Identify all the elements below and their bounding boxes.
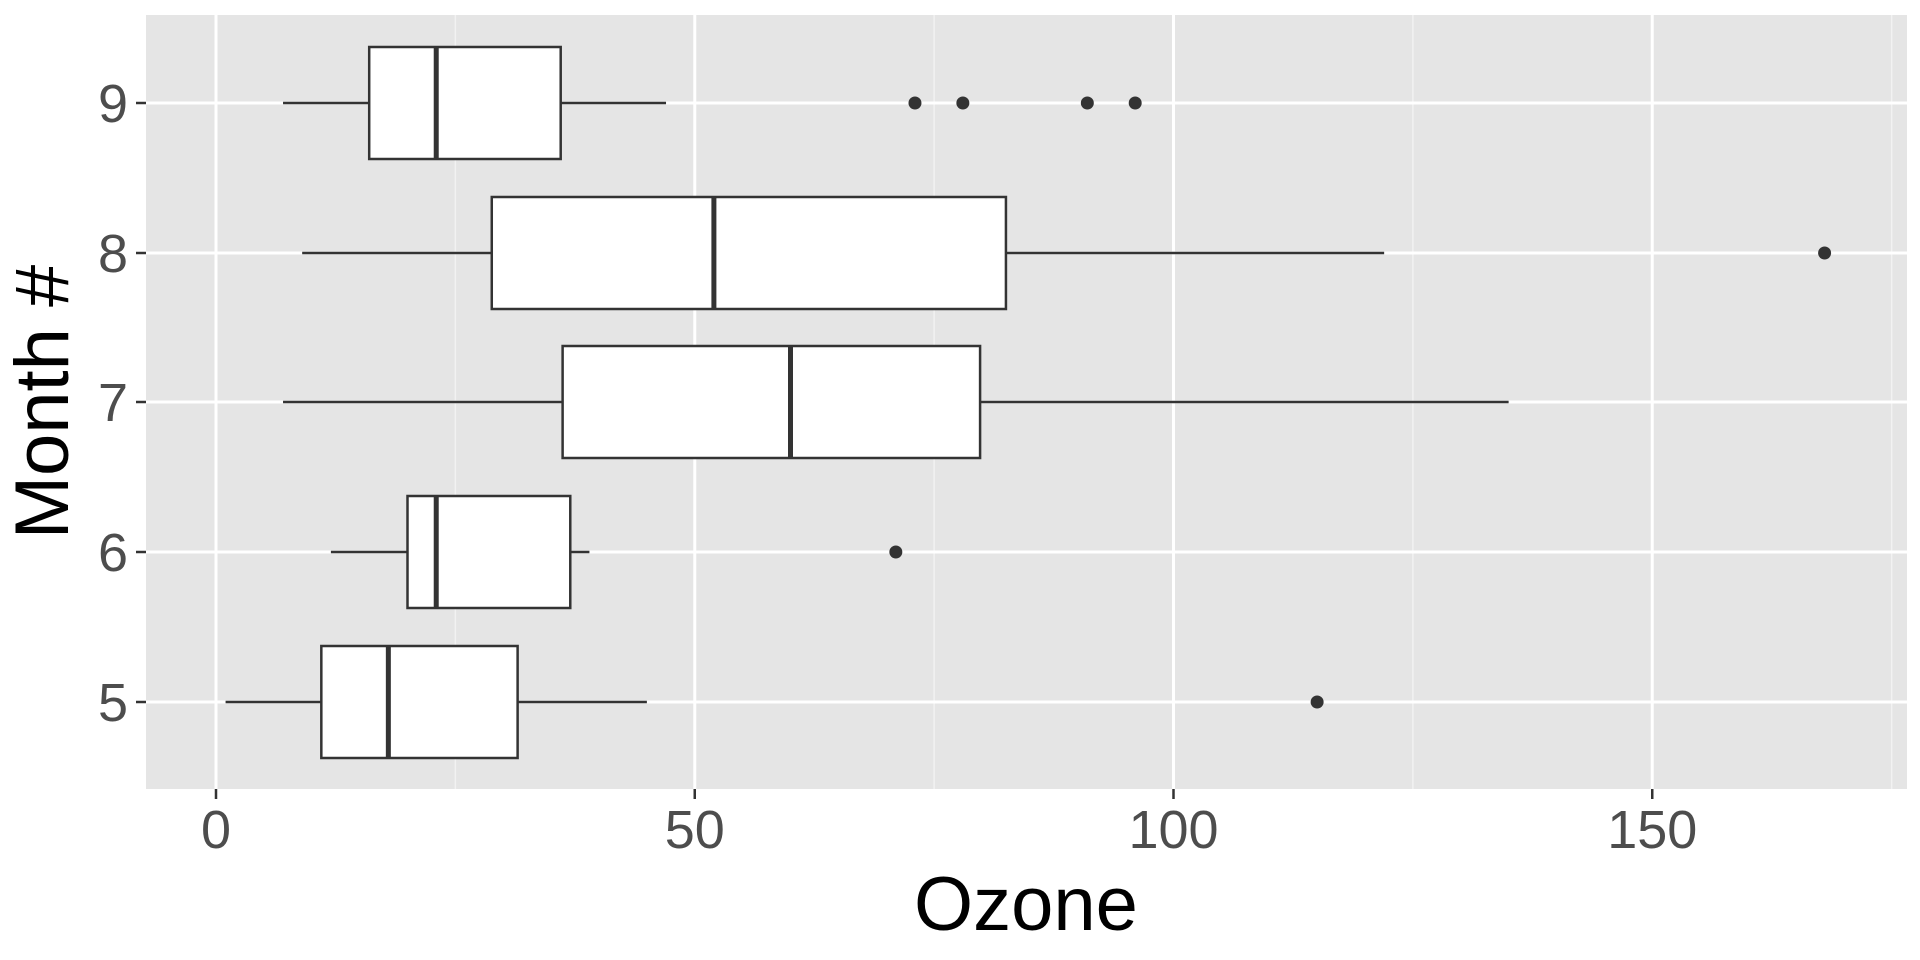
box-month-5 — [225, 644, 1324, 760]
iqr-box-month-7 — [561, 344, 982, 460]
x-axis-title: Ozone — [914, 862, 1138, 947]
outlier-point-month-9-0 — [908, 96, 922, 110]
y-tick-label-6: 6 — [98, 523, 128, 583]
y-tick-label-8: 8 — [98, 224, 128, 284]
box-month-8 — [302, 195, 1832, 311]
y-tick-label-9: 9 — [98, 74, 128, 134]
x-tick-label-100: 100 — [1128, 800, 1218, 860]
box-month-7 — [283, 344, 1509, 460]
outlier-point-month-9-2 — [1080, 96, 1094, 110]
iqr-box-month-6 — [406, 494, 572, 610]
outlier-point-month-5-0 — [1310, 695, 1324, 709]
y-axis-title: Month # — [0, 265, 85, 540]
iqr-box-month-8 — [490, 195, 1008, 311]
boxes-layer — [225, 45, 1832, 760]
x-tick-label-150: 150 — [1607, 800, 1697, 860]
iqr-box-month-9 — [367, 45, 562, 161]
y-axis-ticks: 5 6 7 8 9 — [98, 74, 146, 733]
outlier-point-month-8-0 — [1818, 246, 1832, 260]
y-tick-label-7: 7 — [98, 373, 128, 433]
iqr-box-month-5 — [320, 644, 519, 760]
outlier-point-month-9-3 — [1128, 96, 1142, 110]
outlier-point-month-9-1 — [956, 96, 970, 110]
x-tick-label-50: 50 — [665, 800, 725, 860]
x-tick-label-0: 0 — [201, 800, 231, 860]
x-axis-ticks: 0 50 100 150 — [201, 789, 1697, 860]
outlier-point-month-6-0 — [889, 545, 903, 559]
y-tick-label-5: 5 — [98, 673, 128, 733]
box-month-6 — [330, 494, 903, 610]
box-month-9 — [283, 45, 1142, 161]
